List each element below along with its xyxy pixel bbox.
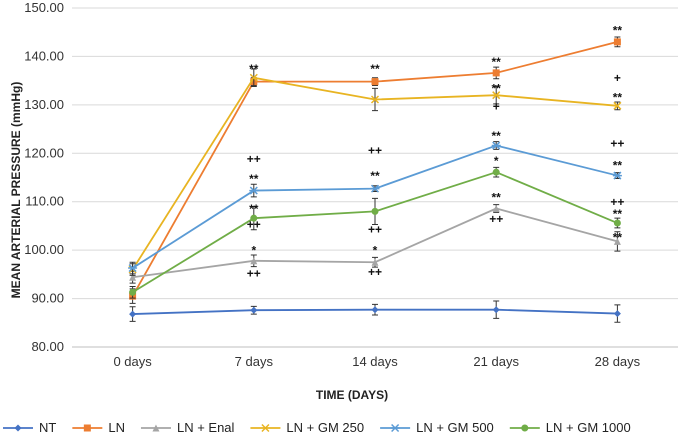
y-tick-label: 140.00 [24, 48, 64, 63]
y-tick-label: 130.00 [24, 97, 64, 112]
annotation-label: ++ [247, 152, 261, 166]
annotation-label: ++ [610, 137, 624, 151]
data-point [129, 288, 137, 296]
series-ln-enal [129, 204, 621, 284]
legend-item-ln-gm-500: LN + GM 500 [380, 420, 494, 435]
legend-label: LN + GM 1000 [546, 420, 631, 435]
data-point [492, 204, 500, 212]
data-point [129, 273, 137, 281]
annotation-label: * [251, 244, 256, 258]
annotation-label: ** [492, 190, 502, 204]
data-point [613, 310, 621, 318]
y-tick-label: 80.00 [31, 339, 64, 354]
data-point [492, 69, 500, 77]
legend-marker [390, 423, 400, 433]
annotation-label: ** [613, 231, 623, 245]
annotation-label: ** [613, 207, 623, 221]
data-point [492, 306, 500, 314]
legend-item-ln-gm-250: LN + GM 250 [250, 420, 364, 435]
annotation-label: ++ [489, 212, 503, 226]
annotation-label: ++ [247, 217, 261, 231]
significance-annotations: **++****++*++**++**++*++****+*****++**+*… [247, 23, 625, 280]
annotation-label: + [493, 99, 500, 113]
series-ln-gm-1000 [129, 166, 621, 299]
annotation-label: ** [249, 62, 259, 76]
data-point [613, 237, 621, 245]
data-point [371, 306, 379, 314]
data-point [249, 186, 259, 195]
y-axis-title: MEAN ARTERIAL PRESSURE (mmHg) [9, 82, 23, 299]
annotation-label: ++ [368, 222, 382, 236]
data-point [491, 141, 501, 150]
legend-item-ln-enal: LN + Enal [140, 420, 235, 435]
data-point [371, 78, 379, 86]
legend-marker [521, 424, 529, 432]
legend-label: LN + GM 500 [416, 420, 494, 435]
legend-marker [261, 423, 270, 433]
y-tick-label: 100.00 [24, 242, 64, 257]
data-point [492, 91, 501, 100]
x-axis-ticks: 0 days 7 days 14 days 21 days 28 days [72, 346, 678, 369]
data-point [129, 310, 137, 318]
annotation-label: ++ [368, 265, 382, 279]
data-point [371, 207, 379, 215]
legend-marker [14, 424, 22, 432]
annotation-label: ++ [247, 266, 261, 280]
legend-label: LN [108, 420, 125, 435]
series-ln-gm-500 [128, 141, 622, 275]
data-point [370, 95, 380, 104]
annotation-label: * [373, 244, 378, 258]
data-point [492, 168, 500, 176]
data-point [128, 264, 138, 273]
y-tick-label: 90.00 [31, 291, 64, 306]
legend-item-ln: LN [72, 420, 125, 435]
annotation-label: ++ [368, 143, 382, 157]
y-tick-label: 150.00 [24, 0, 64, 15]
x-axis-title: TIME (DAYS) [316, 388, 388, 402]
annotation-label: ** [613, 158, 623, 172]
data-point [612, 171, 622, 180]
legend-label: NT [39, 420, 56, 435]
x-tick-label: 28 days [595, 354, 641, 369]
data-point [371, 258, 379, 266]
data-series [128, 36, 622, 323]
annotation-label: ** [613, 23, 623, 37]
data-point [249, 73, 258, 82]
x-tick-label: 14 days [352, 354, 398, 369]
annotation-label: * [494, 154, 499, 168]
data-point [250, 257, 258, 265]
y-tick-label: 120.00 [24, 145, 64, 160]
annotation-label: ** [370, 169, 380, 183]
x-tick-label: 0 days [113, 354, 152, 369]
legend-label: LN + GM 250 [286, 420, 364, 435]
series-nt [129, 300, 621, 323]
legend-marker [83, 424, 91, 432]
annotation-label: + [614, 71, 621, 85]
data-point [250, 306, 258, 314]
annotation-label: ** [492, 81, 502, 95]
x-tick-label: 21 days [473, 354, 519, 369]
legend-item-ln-gm-1000: LN + GM 1000 [509, 420, 631, 435]
data-point [370, 184, 380, 193]
data-point [613, 219, 621, 227]
annotation-label: ** [370, 62, 380, 76]
data-point [250, 214, 258, 222]
legend-label: LN + Enal [177, 420, 235, 435]
annotation-label: ** [249, 202, 259, 216]
y-tick-label: 110.00 [25, 194, 64, 209]
annotation-label: ++ [610, 195, 624, 209]
annotation-label: ** [249, 172, 259, 186]
data-point [613, 38, 621, 46]
annotation-label: ** [492, 129, 502, 143]
legend: NT LN LN + Enal LN + GM 250 LN + GM 500 LN + … [3, 420, 631, 435]
y-axis-ticks: 80.00 90.00 100.00 110.00 120.00 130.00 140.00… [24, 0, 64, 354]
legend-marker [152, 424, 160, 432]
x-tick-label: 7 days [235, 354, 274, 369]
annotation-label: ** [492, 55, 502, 69]
data-point [613, 101, 622, 110]
annotation-label: ** [613, 91, 623, 105]
legend-item-nt: NT [3, 420, 56, 435]
